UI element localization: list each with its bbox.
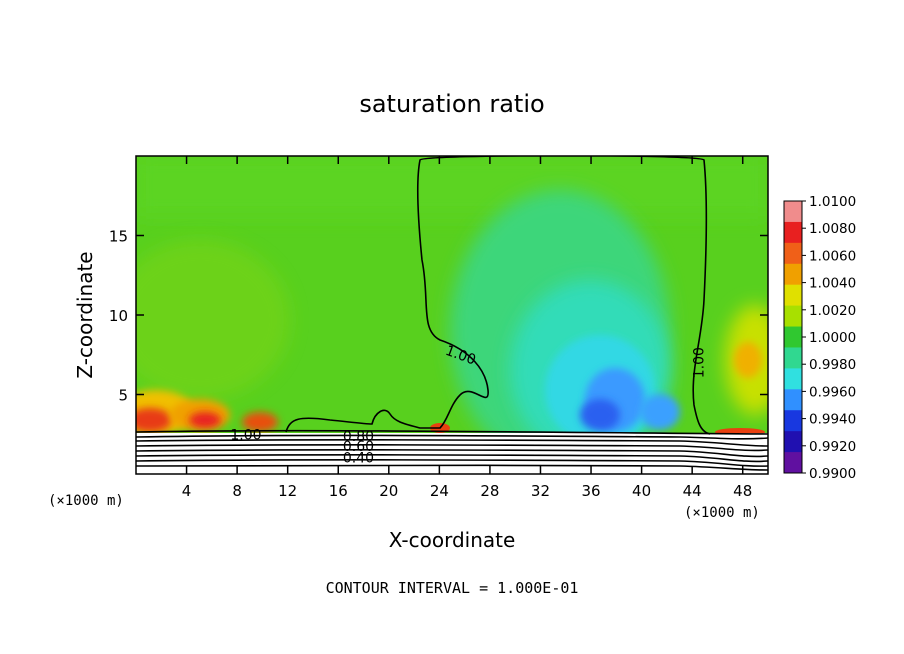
x-tick-label: 36: [581, 482, 600, 500]
colorbar-label: 0.9940: [809, 412, 856, 428]
colorbar-label: 1.0040: [809, 276, 856, 292]
colorbar-swatch: [784, 221, 802, 244]
contour-interval-note: CONTOUR INTERVAL = 1.000E-01: [326, 579, 579, 597]
colorbar-swatch: [784, 305, 802, 328]
contour-label: 0.40: [343, 450, 374, 466]
x-tick-label: 16: [329, 482, 348, 500]
colorbar-label: 1.0020: [809, 303, 856, 319]
colorbar-label: 0.9900: [809, 466, 856, 482]
colorbar-swatch: [784, 201, 802, 223]
colorbar-label: 0.9920: [809, 439, 856, 455]
colorbar-swatch: [784, 242, 802, 265]
colorbar-swatch: [784, 263, 802, 286]
x-units-left: (×1000 m): [48, 493, 124, 509]
contour-label: 0.60: [343, 439, 374, 455]
contour-label: 1.00: [230, 427, 261, 443]
colorbar-swatch: [784, 389, 802, 411]
x-tick-label: 44: [683, 482, 702, 500]
colorbar-label: 1.0060: [809, 248, 856, 264]
colorbar-label: 1.0100: [809, 194, 856, 210]
colorbar-swatch: [784, 284, 802, 307]
x-tick-label: 24: [430, 482, 449, 500]
contour-label: 0.80: [343, 429, 374, 445]
colorbar: 1.0100 1.0080 1.0060 1.0040 1.0020 1.0000 0.99…: [783, 194, 856, 482]
chart-title: saturation ratio: [359, 90, 544, 118]
colorbar-label: 0.9980: [809, 357, 856, 373]
colorbar-swatch: [784, 452, 802, 474]
contour-lines: [136, 156, 768, 471]
y-tick-label: 10: [109, 307, 128, 325]
contour-labels: 1.001.00 1.000.800.600.40: [230, 343, 707, 466]
x-tick-label: 40: [632, 482, 651, 500]
y-tick-label: 15: [109, 228, 128, 246]
colorbar-label: 0.9960: [809, 384, 856, 400]
y-axis-label: Z-coordinate: [73, 251, 97, 378]
x-tick-label: 48: [733, 482, 752, 500]
colorbar-swatch: [784, 326, 802, 348]
x-axis-ticks: 4 8 12 16 20 24 28 32 36 40 44 48: [182, 156, 752, 500]
x-tick-label: 4: [182, 482, 192, 500]
contour-label: 1.00: [691, 347, 707, 378]
colorbar-swatch: [784, 347, 802, 369]
x-units-right: (×1000 m): [684, 505, 760, 521]
x-tick-label: 20: [379, 482, 398, 500]
colorbar-swatch: [784, 410, 802, 432]
colorbar-swatch: [784, 431, 802, 453]
y-tick-label: 5: [118, 387, 128, 405]
x-tick-label: 8: [232, 482, 242, 500]
y-axis-ticks: 5 10 15: [109, 228, 768, 405]
x-axis-label: X-coordinate: [389, 528, 516, 552]
x-tick-label: 32: [531, 482, 550, 500]
x-tick-label: 28: [480, 482, 499, 500]
colorbar-label: 1.0080: [809, 221, 856, 237]
x-tick-label: 12: [278, 482, 297, 500]
heatmap-field: [136, 156, 768, 474]
colorbar-swatch: [784, 368, 802, 390]
colorbar-label: 1.0000: [809, 330, 856, 346]
